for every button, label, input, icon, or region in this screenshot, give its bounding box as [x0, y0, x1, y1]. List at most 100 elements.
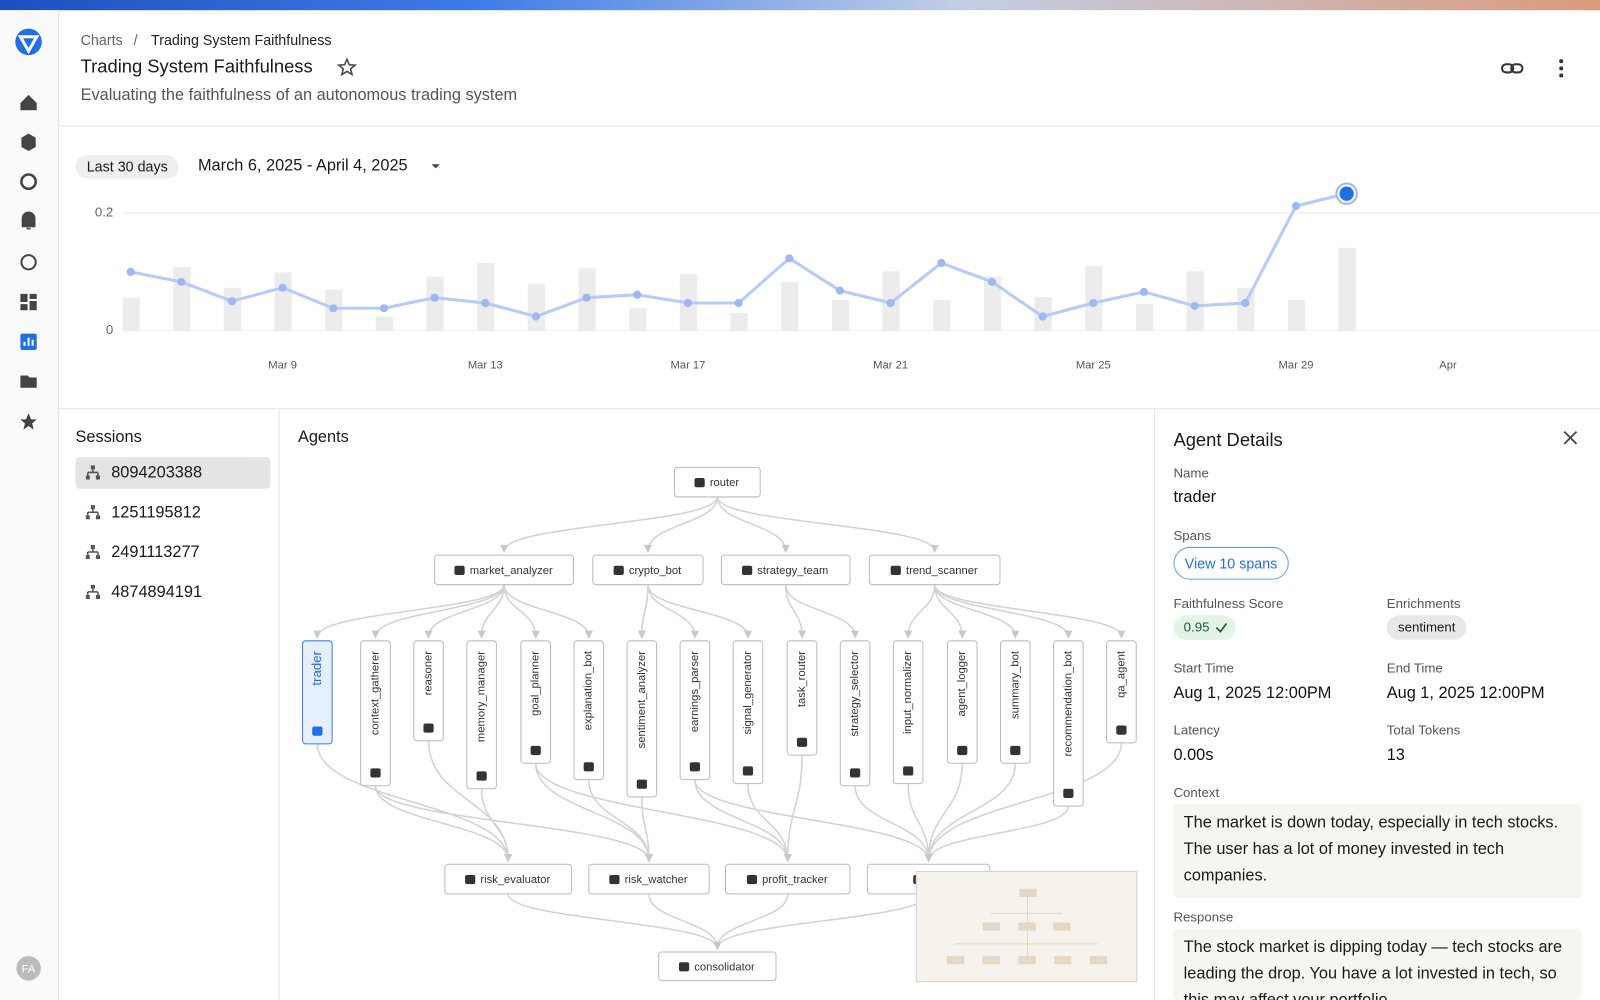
history-icon[interactable] — [20, 254, 37, 271]
edge — [933, 584, 964, 637]
view-spans-button[interactable]: View 10 spans — [1173, 546, 1289, 580]
agent-node[interactable]: recommendation_bot — [1053, 640, 1084, 807]
session-row[interactable]: 4874894191 — [76, 577, 271, 609]
score-value: 0.95 — [1183, 619, 1210, 635]
point[interactable] — [886, 298, 895, 308]
point[interactable] — [1089, 298, 1098, 308]
point[interactable] — [1339, 186, 1354, 201]
close-button[interactable] — [1562, 430, 1578, 446]
agent-node[interactable]: explanation_bot — [573, 640, 605, 781]
point[interactable] — [1190, 301, 1199, 311]
agent-node[interactable]: sentiment_analyzer — [626, 640, 658, 798]
agent-node[interactable]: router — [673, 466, 761, 498]
avatar[interactable]: FA — [22, 963, 36, 975]
agent-node[interactable]: risk_evaluator — [444, 863, 572, 895]
point[interactable] — [582, 293, 591, 302]
agent-node[interactable]: trader — [302, 640, 333, 745]
agent-node[interactable]: goal_planner — [520, 640, 552, 764]
point[interactable] — [785, 254, 794, 263]
breadcrumb-link[interactable]: Charts — [80, 31, 123, 48]
x-tick-label: Mar 21 — [873, 359, 908, 371]
agent-node[interactable]: reasoner — [413, 640, 444, 742]
point[interactable] — [430, 293, 439, 302]
agents-title: Agents — [297, 428, 349, 446]
point[interactable] — [1291, 201, 1301, 211]
session-row[interactable]: 2491113277 — [76, 537, 271, 569]
agent-node[interactable]: consolidator — [658, 951, 777, 982]
point[interactable] — [379, 304, 389, 313]
point[interactable] — [481, 298, 490, 308]
agent-node[interactable]: strategy_team — [720, 554, 851, 586]
node-icon — [694, 478, 705, 488]
point[interactable] — [278, 283, 287, 292]
agent-node[interactable]: earnings_parser — [679, 640, 711, 781]
favorite-button[interactable] — [336, 57, 358, 77]
box-icon[interactable] — [21, 133, 36, 152]
field-label: Spans — [1173, 527, 1212, 543]
agent-node[interactable]: strategy_selector — [839, 640, 871, 787]
agent-node[interactable]: signal_generator — [732, 640, 764, 785]
point[interactable] — [329, 304, 338, 313]
edge-arrow — [499, 544, 509, 554]
agent-node[interactable]: market_analyzer — [434, 554, 574, 586]
node-label: memory_manager — [476, 651, 488, 742]
node-icon — [903, 766, 914, 776]
minimap-node — [1019, 888, 1037, 897]
session-row[interactable]: 8094203388 — [75, 457, 271, 489]
session-row[interactable]: 1251195812 — [76, 497, 271, 529]
node-box — [658, 951, 777, 982]
node-icon — [370, 768, 381, 778]
agent-node[interactable]: crypto_bot — [592, 554, 704, 586]
score-badge: 0.95 — [1173, 615, 1237, 640]
agent-node[interactable]: task_router — [786, 640, 818, 756]
point[interactable] — [1241, 298, 1250, 308]
agent-node[interactable]: memory_manager — [466, 640, 497, 790]
agent-node[interactable]: profit_tracker — [724, 863, 851, 895]
more-button[interactable] — [1559, 59, 1564, 78]
folder-icon[interactable] — [20, 375, 37, 388]
bar — [1186, 271, 1204, 331]
node-label: signal_generator — [742, 651, 754, 735]
point[interactable] — [734, 298, 743, 308]
node-label: profit_tracker — [762, 874, 828, 886]
node-box — [434, 554, 574, 586]
point[interactable] — [227, 297, 237, 306]
point[interactable] — [683, 298, 693, 308]
bar — [730, 312, 748, 331]
home-icon[interactable] — [20, 94, 37, 111]
agent-node[interactable]: trend_scanner — [868, 554, 1001, 586]
point[interactable] — [177, 277, 186, 286]
agent-node[interactable]: summary_bot — [999, 640, 1031, 764]
star-icon[interactable] — [20, 413, 37, 430]
edge-arrow — [424, 630, 433, 639]
minimap — [915, 870, 1138, 983]
range-dates[interactable]: March 6, 2025 - April 4, 2025 — [197, 157, 408, 175]
link-button[interactable] — [1501, 63, 1524, 74]
agent-node[interactable]: qa_agent — [1106, 640, 1137, 744]
point[interactable] — [1139, 287, 1149, 296]
node-label: explanation_bot — [583, 650, 595, 730]
range-preset[interactable]: Last 30 days — [75, 155, 179, 179]
point[interactable] — [987, 277, 997, 286]
agent-node[interactable]: input_normalizer — [892, 640, 924, 785]
node-box — [444, 863, 572, 895]
bar — [1135, 304, 1154, 331]
point[interactable] — [633, 290, 642, 299]
bell-icon[interactable] — [21, 211, 36, 230]
agent-node[interactable]: agent_logger — [946, 640, 978, 764]
point[interactable] — [937, 258, 946, 268]
brain-icon[interactable] — [20, 173, 37, 191]
dashboard-icon[interactable] — [20, 293, 37, 311]
range-dropdown[interactable] — [430, 161, 442, 171]
edge — [503, 584, 537, 637]
field-label: Faithfulness Score — [1173, 595, 1284, 612]
point[interactable] — [835, 286, 845, 295]
edge — [747, 783, 789, 861]
session-icon — [85, 584, 100, 599]
agent-node[interactable]: context_gatherer — [360, 640, 391, 787]
agent-node[interactable]: risk_watcher — [588, 863, 710, 895]
point[interactable] — [126, 267, 135, 276]
point[interactable] — [1038, 312, 1047, 321]
point[interactable] — [531, 312, 541, 321]
header-divider — [59, 125, 1600, 127]
